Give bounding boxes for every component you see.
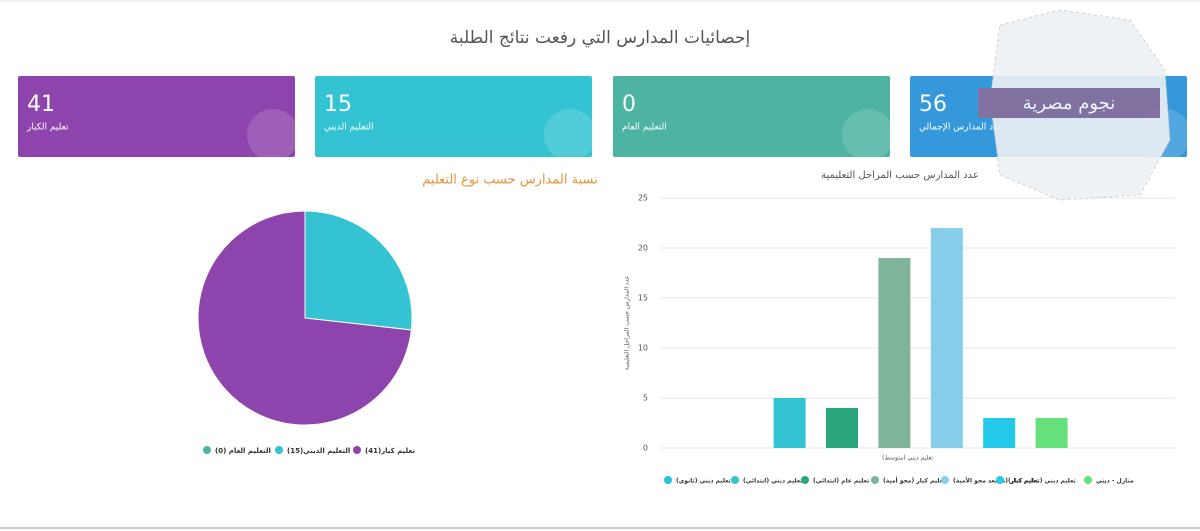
legend-label: تعليم ديني (تعليم كبار) [1008, 478, 1076, 485]
pie-slice [197, 210, 412, 426]
y-tick-label: 25 [638, 194, 648, 203]
watermark-ribbon [978, 88, 1160, 118]
bar [983, 418, 1016, 448]
pie-slice [304, 210, 413, 331]
stat-card [18, 76, 295, 157]
legend-label: التعليم الديني(15) [287, 447, 350, 455]
y-tick-label: 5 [643, 394, 648, 403]
legend-swatch [941, 476, 949, 484]
bar-title: عدد المدارس حسب المراحل التعليمية [821, 170, 979, 181]
card-label: التعليم العام [622, 123, 667, 133]
bar [773, 398, 806, 448]
y-axis-label: عدد المدارس حسب المراحل التعليمية [624, 276, 631, 371]
legend-swatch [353, 446, 361, 454]
card-value: 15 [324, 92, 352, 117]
legend-label: تعليم عام (ابتدائي) [813, 478, 869, 485]
page-title: إحصائيات المدارس التي رفعت نتائج الطلبة [450, 28, 750, 48]
bar [930, 228, 963, 448]
legend-swatch [664, 476, 672, 484]
legend-label: تعليم ديني (ثانوي) [676, 478, 731, 485]
legend-swatch [275, 446, 283, 454]
legend-label: تعليم كبار(41) [365, 447, 415, 455]
legend-swatch [996, 476, 1004, 484]
legend-swatch [203, 446, 211, 454]
legend-label: تعليم ديني (ابتدائي) [743, 478, 802, 485]
bar [826, 408, 858, 448]
y-tick-label: 0 [643, 444, 648, 453]
stat-card [613, 76, 890, 157]
card-value: 0 [622, 92, 636, 117]
pie-title: نسبة المدارس حسب نوع التعليم [422, 173, 597, 188]
card-icon [842, 109, 894, 161]
legend-label: تعليم كبار (ما بعد محو الأمية) [953, 477, 1039, 485]
legend-label: التعليم العام (0) [215, 447, 271, 455]
card-label: التعليم الديني [324, 123, 374, 133]
stat-card [315, 76, 592, 157]
legend-label: منازل - ديني [1096, 478, 1134, 485]
legend-swatch [871, 476, 879, 484]
legend-swatch [801, 476, 809, 484]
legend-swatch [1084, 476, 1092, 484]
card-value: 41 [27, 92, 55, 117]
y-tick-label: 20 [638, 244, 648, 253]
legend-swatch [731, 476, 739, 484]
card-icon [247, 109, 299, 161]
bar [878, 258, 911, 448]
card-icon [544, 109, 596, 161]
y-tick-label: 10 [638, 344, 648, 353]
card-value: 56 [919, 92, 947, 117]
card-label: تعليم الكبار [26, 123, 69, 133]
card-label: عدد المدارس الإجمالي [919, 123, 1003, 133]
legend-label: تعليم كبار (محو أمية) [883, 477, 945, 485]
watermark: نجوم مصرية [978, 9, 1171, 201]
y-tick-label: 15 [638, 294, 648, 303]
bar-chart: عدد المدارس حسب المراحل التعليمية عدد ال… [624, 170, 1175, 485]
x-tick-label: تعليم ديني (متوسط) [882, 455, 933, 462]
watermark-text: نجوم مصرية [1023, 93, 1116, 114]
pie-chart: نسبة المدارس حسب نوع التعليم التعليم الع… [197, 173, 598, 455]
bar [1035, 418, 1068, 448]
